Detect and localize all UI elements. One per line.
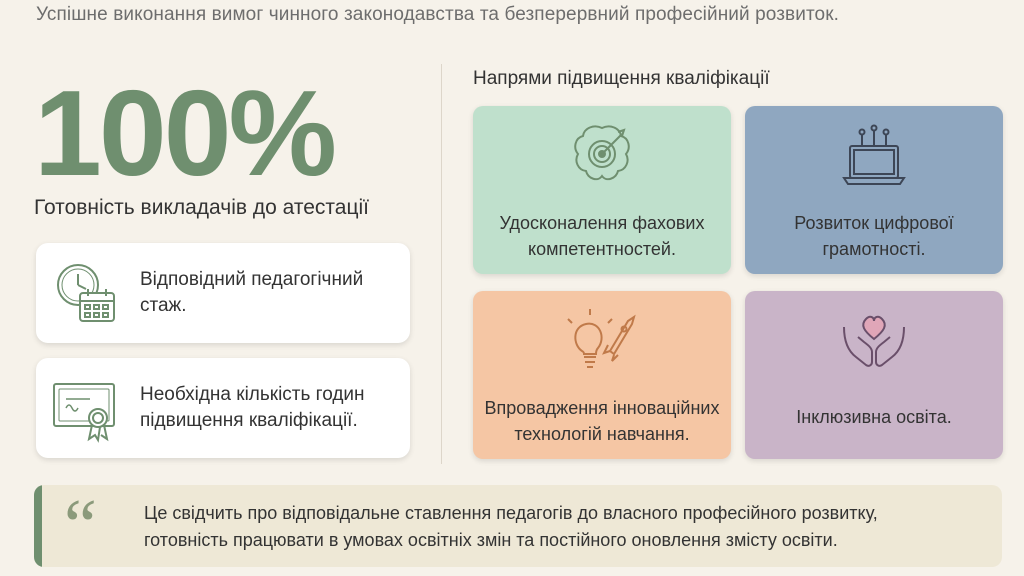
- tile-digital-literacy: Розвиток цифрової грамотності.: [745, 106, 1003, 274]
- certificate-icon: [50, 372, 122, 444]
- quote-accent-bar: [34, 485, 42, 567]
- readiness-label: Готовність викладачів до атестації: [34, 196, 370, 219]
- tile-label-line: Розвиток цифрової: [794, 213, 954, 233]
- tile-professional-competencies: Удосконалення фахових компетентностей.: [473, 106, 731, 274]
- clock-calendar-icon: [50, 257, 122, 329]
- directions-title: Напрями підвищення кваліфікації: [473, 68, 770, 89]
- tile-label-line: технологій навчання.: [514, 424, 690, 444]
- column-divider: [441, 64, 442, 464]
- quote-text-line: Це свідчить про відповідальне ставлення …: [144, 503, 878, 523]
- requirement-text-line: стаж.: [140, 295, 187, 316]
- quote-text-line: готовність працювати в умовах освітніх з…: [144, 530, 838, 550]
- tile-label-line: компетентностей.: [528, 239, 676, 259]
- quote-mark-icon: “: [64, 485, 97, 567]
- tile-innovative-technologies: Впровадження інноваційних технологій нав…: [473, 291, 731, 459]
- heart-hands-icon: [838, 305, 910, 382]
- quote-block: “ Це свідчить про відповідальне ставленн…: [34, 485, 1002, 567]
- requirement-card-experience: Відповідний педагогічний стаж.: [36, 243, 410, 343]
- tile-inclusive-education: Інклюзивна освіта.: [745, 291, 1003, 459]
- tile-label-line: грамотності.: [822, 239, 926, 259]
- lightbulb-rocket-icon: [564, 305, 640, 382]
- tile-label-line: Інклюзивна освіта.: [796, 407, 952, 427]
- requirement-text-line: Відповідний педагогічний: [140, 269, 364, 290]
- requirement-card-training-hours: Необхідна кількість годин підвищення ква…: [36, 358, 410, 458]
- tile-label-line: Впровадження інноваційних: [484, 398, 720, 418]
- laptop-network-icon: [838, 120, 910, 197]
- requirement-text-line: підвищення кваліфікації.: [140, 410, 358, 431]
- tile-label-line: Удосконалення фахових: [499, 213, 705, 233]
- brain-target-icon: [566, 118, 638, 195]
- page-subtitle: Успішне виконання вимог чинного законода…: [36, 4, 839, 25]
- requirement-text-line: Необхідна кількість годин: [140, 384, 365, 405]
- readiness-percent: 100%: [34, 65, 337, 201]
